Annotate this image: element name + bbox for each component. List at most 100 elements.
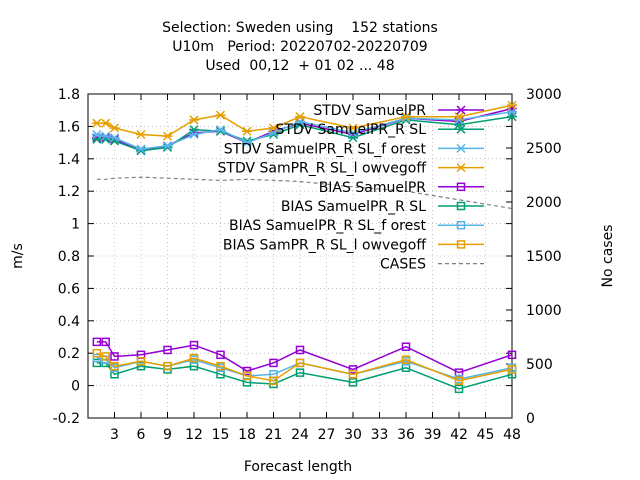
chart-title: Selection: Sweden using 152 stations U10… [162,20,438,74]
data-point-marker-square [456,201,466,211]
x-tick-label: 33 [371,427,389,443]
data-point-marker-square [295,368,305,377]
legend-entry-label: STDV SamuelPR [313,103,426,119]
series-line [96,352,513,382]
title-line-1: Selection: Sweden using 152 stations [162,20,438,36]
series-line [96,357,513,380]
series-2 [91,107,517,154]
legend-entry-7: BIAS SamPR_R SL_l owvegoff [223,237,484,253]
axes [87,93,513,419]
data-point-marker-square [401,342,411,351]
data-point-marker-square [348,378,358,387]
data-point-marker-square [295,358,305,368]
legend-entry-0: STDV SamuelPR [313,103,484,119]
data-point-marker-square [456,220,466,230]
data-point-marker-x [242,126,252,136]
data-point-marker-square [189,353,199,363]
data-point-marker-square [216,361,225,371]
data-point-marker-x [100,118,111,128]
data-point-marker-x [109,123,120,133]
data-point-marker-square [454,376,464,385]
y2-tick-label: 0 [526,411,535,427]
legend: STDV SamuelPR STDV SamuelPR_R SL STDV Samu… [218,103,484,273]
title-line-3: Used 00,12 + 01 02 ... 48 [205,58,394,74]
y-tick-label: 0.6 [58,281,80,297]
legend-entry-label: STDV SamuelPR_R SL [275,122,426,138]
x-axis-label: Forecast length [244,459,352,475]
y2-tick-label: 500 [526,357,553,373]
data-point-marker-square [92,358,102,368]
legend-entry-label: CASES [380,257,426,273]
series-line [96,362,513,390]
data-point-marker-square [136,357,146,366]
data-point-marker-square [163,361,172,371]
legend-entry-2: STDV SamuelPR_R SL_f orest [224,141,484,157]
x-tick-label: 45 [477,427,495,443]
x-tick-label: 24 [291,427,309,443]
legend-entry-6: BIAS SamuelPR_R SL_f orest [229,218,484,234]
legend-entry-5: BIAS SamuelPR_R SL [281,199,484,215]
series-7 [92,348,517,385]
data-point-marker-x [401,112,411,122]
data-point-marker-x [91,118,102,128]
data-point-marker-square [456,182,466,192]
data-point-marker-x [189,129,199,140]
data-point-marker-square [401,355,411,364]
x-tick-label: 3 [110,427,119,443]
data-point-marker-square [110,361,119,371]
y-tick-label: 0 [71,379,80,395]
series-line [96,111,513,150]
data-point-marker-square [507,350,517,360]
data-point-marker-x [507,107,517,117]
data-point-marker-x [100,131,111,141]
data-point-marker-x [348,123,358,133]
data-point-marker-x [162,141,173,151]
series-8 [96,176,513,210]
x-tick-label: 18 [238,427,256,443]
data-point-marker-x [456,143,466,153]
data-point-marker-x [456,163,466,173]
data-point-marker-square [295,345,305,355]
y-tick-label: 1 [71,217,80,233]
x-tick-label: 27 [318,427,336,443]
legend-entry-label: BIAS SamPR_R SL_l owvegoff [223,237,426,253]
data-point-marker-square [507,365,517,374]
data-point-marker-square [269,376,278,385]
series-3 [91,100,517,141]
data-point-marker-square [242,371,252,381]
y-tick-label: 1.4 [58,152,80,168]
x-tick-label: 9 [163,427,172,443]
series-line [96,341,513,374]
legend-entry-label: BIAS SamuelPR_R SL_f orest [229,218,426,234]
series-line [96,104,513,137]
data-point-marker-x [91,134,102,144]
data-point-marker-x [136,144,146,154]
data-point-marker-x [215,110,226,120]
x-tick-label: 39 [424,427,442,443]
x-tick-label: 36 [397,427,415,443]
x-tick-label: 30 [344,427,362,443]
y2-tick-label: 3000 [526,87,562,103]
x-tick-label: 15 [212,427,230,443]
data-point-marker-x [189,115,199,125]
legend-entry-label: BIAS SamuelPR_R SL [281,199,426,215]
legend-entry-8: CASES [380,257,484,273]
data-point-marker-x [456,105,466,115]
data-point-marker-square [92,337,102,347]
data-point-marker-x [401,113,411,123]
y-tick-label: 1.8 [58,87,80,103]
data-point-marker-square [242,366,252,376]
data-point-marker-square [456,240,466,249]
y2-axis-label: No cases [600,225,616,288]
data-point-marker-x [268,123,279,133]
title-line-2: U10m Period: 20220702-20220709 [172,39,427,55]
data-point-marker-x [456,124,466,134]
data-point-marker-square [110,352,119,361]
data-point-marker-square [269,358,278,368]
y2-tick-label: 1500 [526,249,562,265]
x-tick-label: 6 [137,427,146,443]
data-point-marker-x [109,133,120,143]
data-point-marker-x [454,112,464,122]
data-point-marker-square [348,370,358,379]
data-point-marker-square [92,353,102,363]
